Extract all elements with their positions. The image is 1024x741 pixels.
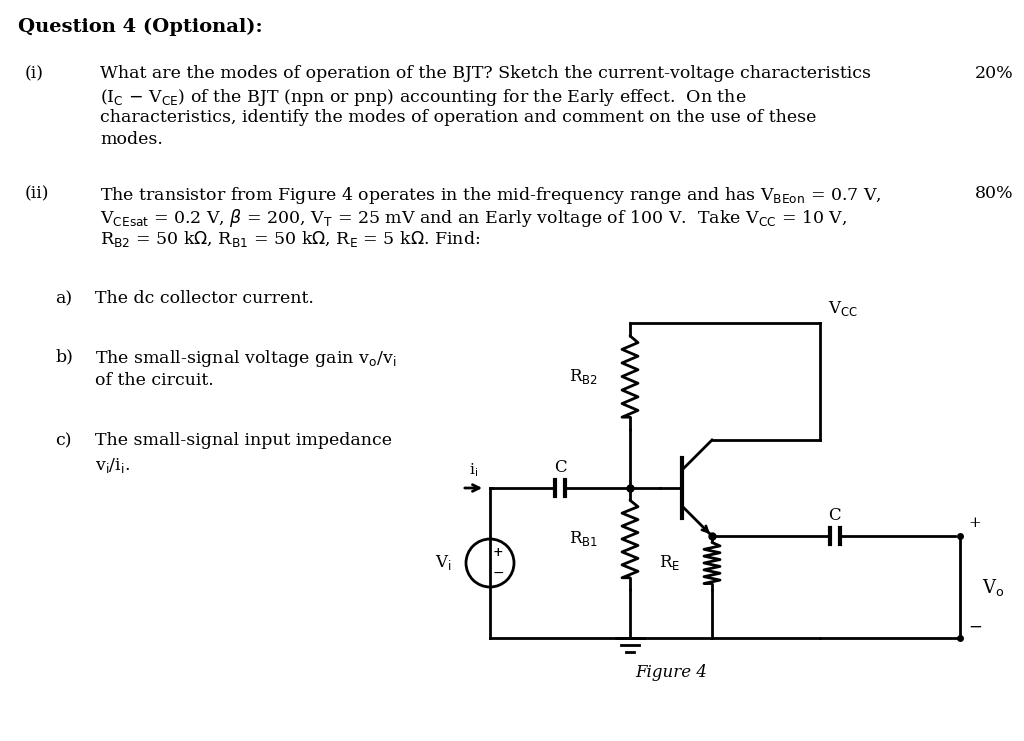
Text: V$_{\rm o}$: V$_{\rm o}$	[982, 576, 1005, 597]
Text: V$_{\rm i}$: V$_{\rm i}$	[435, 554, 452, 573]
Text: c): c)	[55, 432, 72, 449]
Text: (i): (i)	[25, 65, 44, 82]
Text: 80%: 80%	[975, 185, 1014, 202]
Text: −: −	[493, 566, 504, 580]
Text: C: C	[554, 459, 566, 476]
Text: v$_{\rm i}$/i$_{\rm i}$.: v$_{\rm i}$/i$_{\rm i}$.	[95, 456, 130, 475]
Text: of the circuit.: of the circuit.	[95, 372, 214, 389]
Text: The small-signal voltage gain v$_{\rm o}$/v$_{\rm i}$: The small-signal voltage gain v$_{\rm o}…	[95, 348, 396, 369]
Text: characteristics, identify the modes of operation and comment on the use of these: characteristics, identify the modes of o…	[100, 109, 816, 126]
Text: What are the modes of operation of the BJT? Sketch the current-voltage character: What are the modes of operation of the B…	[100, 65, 871, 82]
Text: C: C	[828, 507, 841, 524]
Text: −: −	[968, 619, 982, 636]
Text: (I$_{\rm C}$ $-$ V$_{\rm CE}$) of the BJT (npn or pnp) accounting for the Early : (I$_{\rm C}$ $-$ V$_{\rm CE}$) of the BJ…	[100, 87, 746, 108]
Text: The small-signal input impedance: The small-signal input impedance	[95, 432, 392, 449]
Text: (ii): (ii)	[25, 185, 49, 202]
Text: Question 4 (Optional):: Question 4 (Optional):	[18, 18, 262, 36]
Text: R$_{\rm B2}$: R$_{\rm B2}$	[569, 367, 598, 386]
Text: +: +	[493, 547, 504, 559]
Text: i$_{\rm i}$: i$_{\rm i}$	[469, 462, 478, 479]
Text: a): a)	[55, 290, 72, 307]
Text: Figure 4: Figure 4	[635, 664, 707, 681]
Text: V$_{\rm CC}$: V$_{\rm CC}$	[828, 299, 858, 318]
Text: The transistor from Figure 4 operates in the mid-frequency range and has V$_{\rm: The transistor from Figure 4 operates in…	[100, 185, 882, 206]
Text: R$_{\rm B1}$: R$_{\rm B1}$	[569, 530, 598, 548]
Text: +: +	[968, 516, 981, 530]
Text: The dc collector current.: The dc collector current.	[95, 290, 314, 307]
Text: 20%: 20%	[975, 65, 1014, 82]
Text: R$_{\rm E}$: R$_{\rm E}$	[658, 554, 680, 573]
Text: b): b)	[55, 348, 73, 365]
Text: modes.: modes.	[100, 131, 163, 148]
Text: R$_{\rm B2}$ = 50 k$\Omega$, R$_{\rm B1}$ = 50 k$\Omega$, R$_{\rm E}$ = 5 k$\Ome: R$_{\rm B2}$ = 50 k$\Omega$, R$_{\rm B1}…	[100, 229, 480, 249]
Text: V$_{\rm CEsat}$ = 0.2 V, $\beta$ = 200, V$_{\rm T}$ = 25 mV and an Early voltage: V$_{\rm CEsat}$ = 0.2 V, $\beta$ = 200, …	[100, 207, 847, 229]
